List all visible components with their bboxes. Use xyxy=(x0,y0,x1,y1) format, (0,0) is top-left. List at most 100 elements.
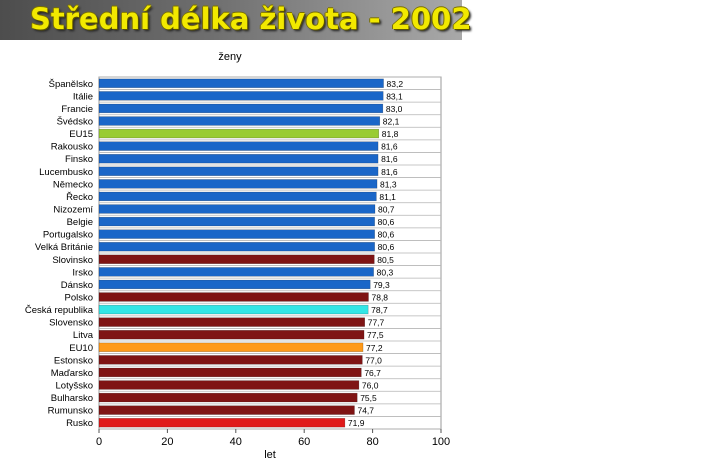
category-label: Rakousko xyxy=(51,142,93,153)
value-label: 79,3 xyxy=(373,280,390,290)
bar xyxy=(98,204,376,214)
category-label: Švédsko xyxy=(57,117,93,128)
value-label: 76,7 xyxy=(364,368,381,378)
category-label: Slovinsko xyxy=(52,255,93,266)
bar xyxy=(98,355,363,365)
value-label: 80,5 xyxy=(377,255,394,265)
value-label: 74,7 xyxy=(357,406,374,416)
value-labels: 83,2 83,1 83,0 82,1 81,8 81,6 81,6 81,6 81,3 81,1… xyxy=(348,79,403,428)
bar xyxy=(98,254,375,264)
category-label: Slovensko xyxy=(49,318,93,329)
value-label: 81,6 xyxy=(381,154,398,164)
x-tick-label: 100 xyxy=(432,436,450,448)
value-label: 80,6 xyxy=(378,242,395,252)
bar xyxy=(98,91,384,101)
value-label: 77,5 xyxy=(367,330,384,340)
category-label: EU15 xyxy=(69,129,93,140)
gridlines xyxy=(99,76,441,430)
bar xyxy=(98,292,369,302)
x-tick-label: 0 xyxy=(96,436,102,448)
category-label: Dánsko xyxy=(61,280,93,291)
value-label: 78,8 xyxy=(371,293,388,303)
category-label: Nizozemí xyxy=(53,205,93,216)
bar xyxy=(98,103,384,114)
bar xyxy=(98,179,378,189)
value-label: 82,1 xyxy=(383,117,400,127)
bar xyxy=(98,304,369,315)
value-label: 81,6 xyxy=(381,167,398,177)
x-tick-label: 60 xyxy=(298,436,310,448)
value-label: 76,0 xyxy=(362,381,379,391)
x-axis-ticks: 0 20 40 60 80 100 xyxy=(96,429,450,448)
bar xyxy=(98,141,379,151)
category-label: Finsko xyxy=(65,154,93,165)
bar xyxy=(98,405,355,415)
value-label: 77,7 xyxy=(368,318,385,328)
category-label: Lucembusko xyxy=(39,167,93,178)
title-banner: Střední délka života - 2002 xyxy=(0,0,472,40)
category-label: Česká republika xyxy=(25,305,94,316)
bar xyxy=(98,392,358,403)
value-label: 81,3 xyxy=(380,179,397,189)
category-label: Francie xyxy=(61,104,93,115)
category-label: Rumunsko xyxy=(48,406,93,417)
bar xyxy=(98,418,346,428)
bar xyxy=(98,128,380,139)
bar xyxy=(98,367,362,378)
value-label: 83,0 xyxy=(386,104,403,114)
bar xyxy=(98,380,360,390)
bar xyxy=(98,267,374,277)
value-label: 78,7 xyxy=(371,305,388,315)
category-label: Řecko xyxy=(66,192,93,203)
category-label: Itálie xyxy=(73,91,93,102)
category-label: Německo xyxy=(53,179,93,190)
bar xyxy=(98,78,384,88)
category-label: EU10 xyxy=(69,343,93,354)
value-label: 81,8 xyxy=(382,129,399,139)
value-label: 71,9 xyxy=(348,418,365,428)
value-label: 83,2 xyxy=(387,79,404,89)
value-label: 80,7 xyxy=(378,205,395,215)
chart-title: ženy xyxy=(218,51,242,63)
category-label: Lotyšsko xyxy=(56,381,94,392)
category-label: Estonsko xyxy=(54,355,93,366)
value-label: 75,5 xyxy=(360,393,377,403)
bar xyxy=(98,330,365,340)
category-label: Bulharsko xyxy=(51,393,93,404)
value-label: 81,6 xyxy=(381,142,398,152)
category-label: Maďarsko xyxy=(51,368,93,379)
value-label: 80,3 xyxy=(377,267,394,277)
x-tick-label: 40 xyxy=(230,436,242,448)
bar xyxy=(98,154,379,164)
page-title: Střední délka života - 2002 xyxy=(30,2,472,36)
bar xyxy=(98,279,371,290)
category-label: Velká Británie xyxy=(35,242,93,253)
category-label: Irsko xyxy=(72,267,93,278)
bar xyxy=(98,191,377,202)
value-label: 77,2 xyxy=(366,343,383,353)
x-axis-label: let xyxy=(264,449,276,461)
value-label: 83,1 xyxy=(386,91,403,101)
value-label: 81,1 xyxy=(379,192,396,202)
bar xyxy=(98,242,375,252)
value-label: 80,6 xyxy=(378,230,395,240)
bar xyxy=(98,216,375,227)
value-label: 80,6 xyxy=(378,217,395,227)
category-label: Španělsko xyxy=(49,79,93,90)
bars-group xyxy=(98,78,384,428)
category-label: Rusko xyxy=(66,418,93,429)
value-label: 77,0 xyxy=(365,355,382,365)
bar xyxy=(98,229,375,239)
x-tick-label: 20 xyxy=(161,436,173,448)
bar xyxy=(98,166,379,176)
bar xyxy=(98,342,364,352)
category-label: Polsko xyxy=(64,293,93,304)
bar xyxy=(98,116,381,126)
category-label: Portugalsko xyxy=(43,230,93,241)
bar xyxy=(98,317,365,327)
x-tick-label: 80 xyxy=(366,436,378,448)
category-label: Litva xyxy=(73,330,94,341)
category-label: Belgie xyxy=(67,217,93,228)
